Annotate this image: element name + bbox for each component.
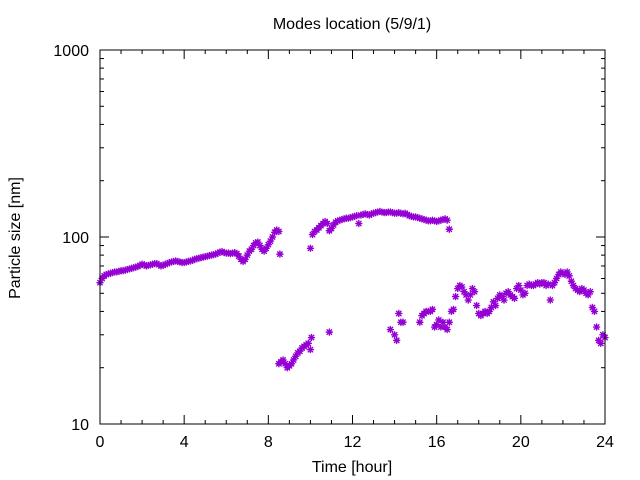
- y-tick-label: 100: [62, 230, 89, 247]
- data-point: [304, 339, 313, 348]
- data-point: [428, 305, 437, 314]
- data-point: [451, 292, 460, 301]
- data-point: [307, 333, 316, 342]
- data-point: [586, 287, 594, 296]
- data-point: [386, 325, 395, 334]
- x-tick-label: 8: [264, 434, 273, 451]
- chart-title: Modes location (5/9/1): [273, 16, 431, 33]
- data-point: [464, 296, 472, 304]
- plot-frame: [99, 49, 606, 425]
- data-point: [306, 244, 315, 253]
- x-tick-label: 4: [180, 434, 189, 451]
- data-point: [472, 301, 481, 310]
- data-point: [470, 287, 479, 296]
- data-point: [521, 289, 529, 297]
- data-point: [597, 339, 605, 348]
- data-point: [355, 219, 363, 228]
- data-point: [546, 296, 554, 304]
- data-point: [390, 331, 399, 339]
- x-tick-label: 16: [428, 434, 446, 451]
- data-point: [323, 219, 331, 228]
- data-point: [491, 301, 500, 310]
- x-tick-label: 20: [512, 434, 530, 451]
- data-point: [500, 296, 508, 304]
- data-point: [325, 328, 334, 336]
- data-point: [590, 307, 599, 316]
- y-tick-label: 1000: [53, 43, 89, 60]
- data-points: [96, 207, 609, 372]
- x-tick-label: 0: [96, 434, 105, 451]
- data-point: [445, 318, 453, 326]
- data-point: [399, 318, 407, 326]
- data-point: [443, 325, 451, 334]
- data-point: [306, 345, 315, 354]
- data-point: [275, 227, 283, 236]
- tick-labels: 0 4 8 12 16 20 24 10 100 1000: [53, 43, 614, 451]
- data-point: [395, 309, 403, 318]
- axis-ticks: [99, 49, 606, 425]
- data-point: [392, 336, 401, 345]
- data-point: [565, 272, 573, 280]
- x-tick-label: 24: [596, 434, 614, 451]
- y-tick-label: 10: [71, 417, 89, 434]
- data-point: [445, 225, 453, 233]
- x-tick-label: 12: [344, 434, 362, 451]
- data-point: [449, 305, 458, 314]
- data-point: [435, 316, 443, 324]
- data-point: [443, 216, 451, 224]
- data-point: [276, 250, 284, 258]
- y-axis-label: Particle size [nm]: [7, 177, 24, 299]
- x-axis-label: Time [hour]: [312, 459, 392, 476]
- data-point: [510, 294, 519, 303]
- data-point: [416, 318, 424, 326]
- data-point: [592, 323, 601, 331]
